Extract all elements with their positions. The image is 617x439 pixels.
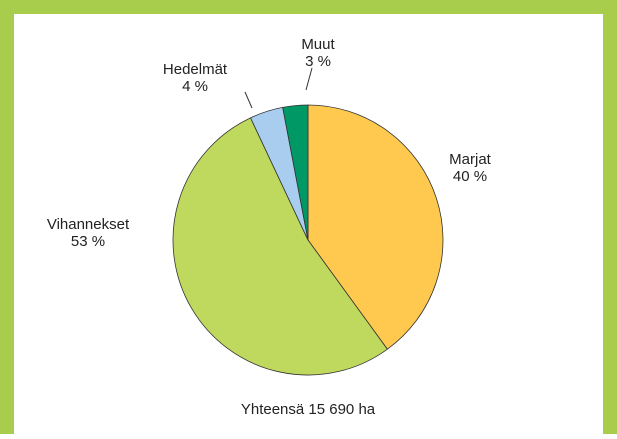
leader-line [244, 91, 253, 109]
slice-label: Vihannekset [47, 216, 130, 233]
slice-value-label: 4 % [182, 78, 208, 95]
slice-value-label: 53 % [71, 233, 105, 250]
pie-slice [172, 117, 388, 376]
slice-label: Hedelmät [163, 61, 228, 78]
pie-slice [282, 104, 309, 241]
pie-slice [307, 104, 444, 350]
slice-label: Muut [301, 36, 335, 53]
annotation: Yhteensä 15 690 ha [241, 401, 376, 418]
slice-value-label: 3 % [305, 53, 331, 70]
leader-line [305, 67, 313, 91]
slice-value-label: 40 % [453, 168, 487, 185]
slice-label: Marjat [449, 151, 492, 168]
